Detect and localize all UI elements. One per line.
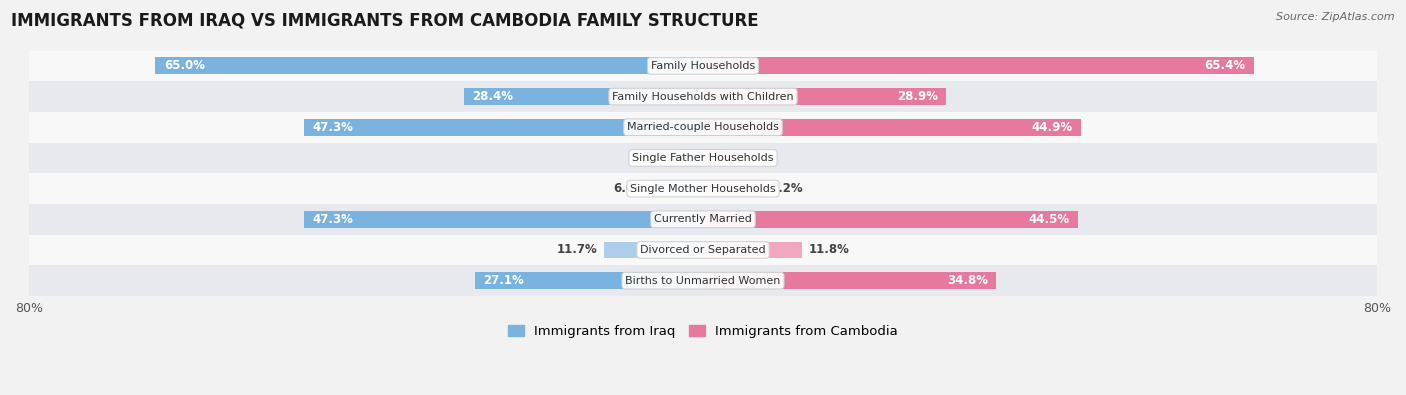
Legend: Immigrants from Iraq, Immigrants from Cambodia: Immigrants from Iraq, Immigrants from Ca… — [503, 320, 903, 343]
Text: 28.4%: 28.4% — [472, 90, 513, 103]
Text: Single Mother Households: Single Mother Households — [630, 184, 776, 194]
Bar — [30, 204, 1376, 235]
Text: 2.7%: 2.7% — [733, 151, 765, 164]
Text: 65.0%: 65.0% — [165, 59, 205, 72]
Text: Currently Married: Currently Married — [654, 214, 752, 224]
Text: Family Households: Family Households — [651, 61, 755, 71]
Bar — [30, 143, 1376, 173]
Text: Married-couple Households: Married-couple Households — [627, 122, 779, 132]
Bar — [30, 173, 1376, 204]
Bar — [30, 81, 1376, 112]
Bar — [703, 272, 997, 289]
Bar — [30, 51, 1376, 81]
Bar — [156, 57, 703, 74]
Text: 47.3%: 47.3% — [314, 121, 354, 134]
Bar — [703, 57, 1254, 74]
Bar — [464, 88, 703, 105]
Text: 11.7%: 11.7% — [557, 243, 598, 256]
Text: 34.8%: 34.8% — [946, 274, 988, 287]
Text: 6.0%: 6.0% — [613, 182, 645, 195]
Text: 28.9%: 28.9% — [897, 90, 938, 103]
Bar — [703, 88, 946, 105]
Text: 2.2%: 2.2% — [645, 151, 678, 164]
Bar — [305, 211, 703, 228]
Text: Births to Unmarried Women: Births to Unmarried Women — [626, 276, 780, 286]
Bar — [703, 211, 1078, 228]
Bar — [30, 112, 1376, 143]
Bar — [605, 241, 703, 258]
Bar — [685, 149, 703, 166]
Text: 44.5%: 44.5% — [1028, 213, 1070, 226]
Text: 7.2%: 7.2% — [770, 182, 803, 195]
Text: 44.9%: 44.9% — [1032, 121, 1073, 134]
Text: IMMIGRANTS FROM IRAQ VS IMMIGRANTS FROM CAMBODIA FAMILY STRUCTURE: IMMIGRANTS FROM IRAQ VS IMMIGRANTS FROM … — [11, 12, 759, 30]
Bar — [703, 180, 763, 197]
Bar — [305, 119, 703, 136]
Text: 11.8%: 11.8% — [810, 243, 851, 256]
Text: Source: ZipAtlas.com: Source: ZipAtlas.com — [1277, 12, 1395, 22]
Bar — [703, 241, 803, 258]
Bar — [652, 180, 703, 197]
Text: Divorced or Separated: Divorced or Separated — [640, 245, 766, 255]
Bar — [703, 119, 1081, 136]
Bar — [703, 149, 725, 166]
Text: Family Households with Children: Family Households with Children — [612, 92, 794, 102]
Text: Single Father Households: Single Father Households — [633, 153, 773, 163]
Text: 27.1%: 27.1% — [484, 274, 524, 287]
Text: 47.3%: 47.3% — [314, 213, 354, 226]
Bar — [30, 265, 1376, 296]
Bar — [475, 272, 703, 289]
Bar — [30, 235, 1376, 265]
Text: 65.4%: 65.4% — [1205, 59, 1246, 72]
